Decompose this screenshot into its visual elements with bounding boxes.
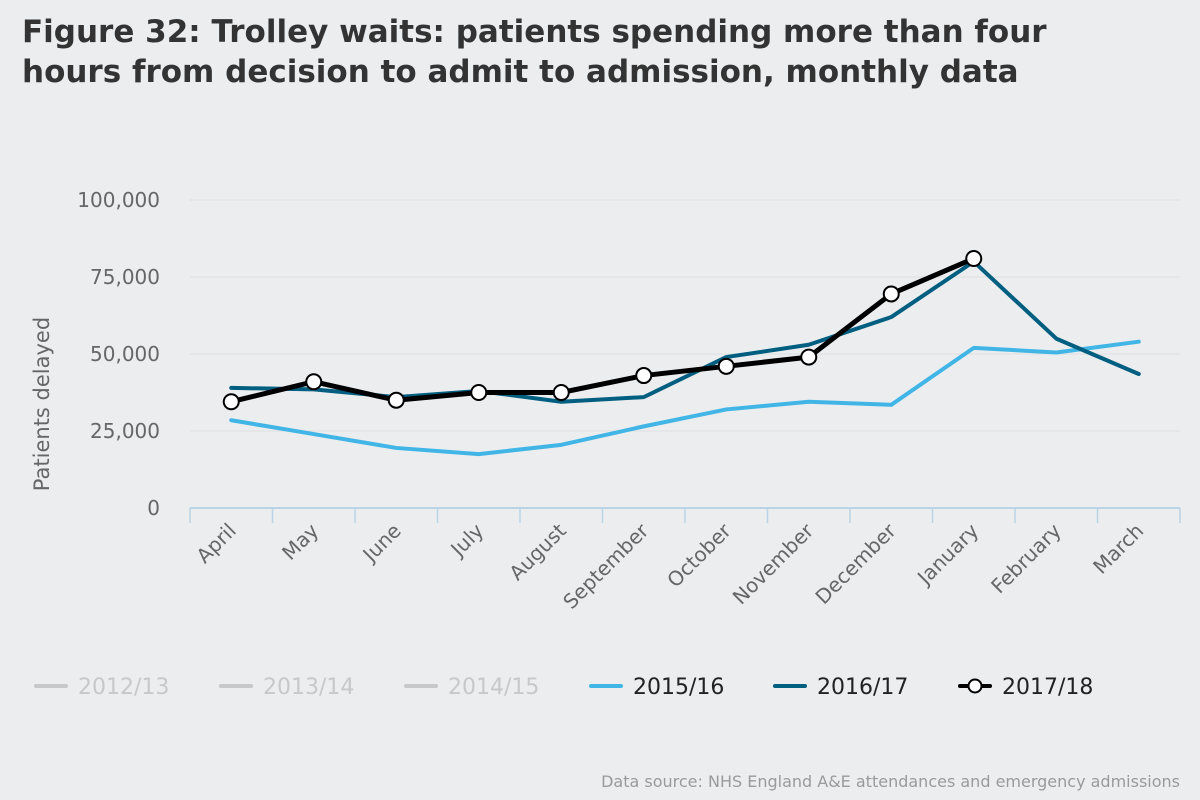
y-tick-label: 25,000 — [90, 419, 160, 443]
data-source-note: Data source: NHS England A&E attendances… — [601, 772, 1180, 791]
gridlines — [190, 199, 1180, 432]
x-tick-label: October — [662, 518, 736, 592]
y-tick-label: 75,000 — [90, 265, 160, 289]
chart-title: Figure 32: Trolley waits: patients spend… — [22, 12, 1172, 92]
series-line-2016-17 — [229, 259, 1141, 404]
legend-label: 2017/18 — [1002, 675, 1093, 700]
legend-item-2016-17[interactable]: 2016/17 — [773, 675, 908, 700]
legend-item-2015-16[interactable]: 2015/16 — [589, 675, 724, 700]
chart-title-line-1: Figure 32: Trolley waits: patients spend… — [22, 14, 1047, 50]
data-point-2017-18 — [882, 285, 900, 303]
data-point-2017-18 — [800, 348, 818, 366]
legend-label: 2014/15 — [448, 675, 539, 700]
legend-item-2017-18[interactable]: 2017/18 — [958, 675, 1093, 700]
legend-label: 2016/17 — [817, 675, 908, 700]
series-markers — [222, 250, 983, 411]
y-tick-label: 50,000 — [90, 342, 160, 366]
legend-item-2014-15[interactable]: 2014/15 — [404, 675, 539, 700]
x-tick-label: March — [1088, 519, 1148, 579]
x-tick-label: September — [558, 518, 654, 614]
x-tick-label: May — [277, 518, 323, 564]
y-tick-label: 0 — [147, 496, 160, 520]
x-tick-label: July — [444, 518, 488, 562]
legend-label: 2013/14 — [263, 675, 354, 700]
x-tick-label: January — [911, 518, 983, 590]
y-axis-title: Patients delayed — [30, 317, 54, 491]
legend-item-2012-13[interactable]: 2012/13 — [34, 675, 169, 700]
data-point-2017-18 — [387, 391, 405, 409]
x-tick-label: February — [986, 518, 1066, 598]
x-tick-label: April — [191, 519, 240, 568]
x-tick-label: December — [810, 518, 901, 609]
series-lines — [228, 256, 1141, 457]
x-tick-label: November — [728, 518, 819, 609]
series-line-2017-18 — [228, 256, 977, 405]
data-point-2017-18 — [470, 384, 488, 401]
chart-title-line-2: hours from decision to admit to admissio… — [22, 54, 1019, 90]
series-line-2015-16 — [229, 339, 1141, 457]
legend-label: 2012/13 — [78, 675, 169, 700]
legend: 2012/13 2013/14 2014/15 2015/16 2016/17 2017/… — [34, 675, 1093, 700]
legend-label: 2015/16 — [633, 675, 724, 700]
legend-item-2013-14[interactable]: 2013/14 — [219, 675, 354, 700]
x-tick-label: August — [504, 518, 571, 585]
y-tick-label: 100,000 — [77, 188, 160, 212]
data-point-2017-18 — [222, 393, 240, 411]
data-point-2017-18 — [305, 373, 323, 391]
legend-marker — [967, 678, 983, 694]
data-point-2017-18 — [552, 384, 570, 401]
data-point-2017-18 — [635, 367, 653, 385]
data-point-2017-18 — [965, 250, 983, 268]
x-tick-label: June — [357, 519, 406, 568]
data-point-2017-18 — [717, 357, 735, 375]
